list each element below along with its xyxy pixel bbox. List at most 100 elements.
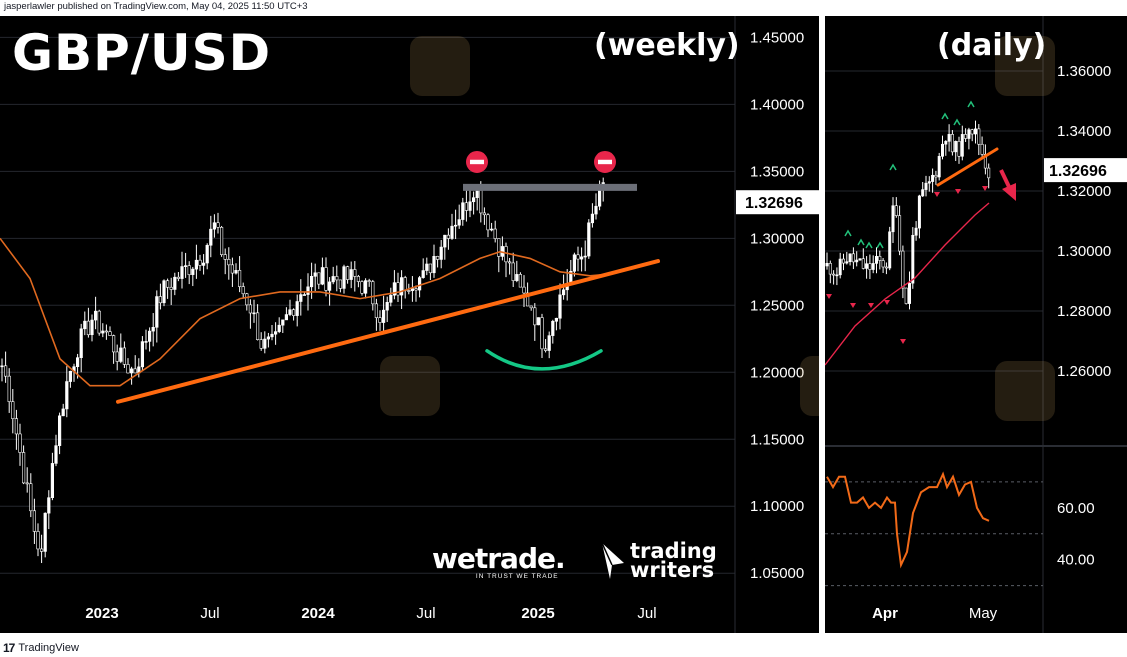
candle-body: [493, 228, 497, 239]
x-tick-label: 2024: [301, 605, 335, 622]
candle-body: [324, 267, 328, 291]
candle-body: [511, 262, 515, 281]
last-price-value: 1.32696: [745, 195, 803, 212]
candle-body: [937, 156, 941, 178]
candle-body: [198, 259, 202, 266]
candle-body: [898, 215, 902, 252]
candle-body: [894, 205, 898, 216]
candle-body: [230, 264, 235, 274]
candle-body: [130, 368, 134, 374]
candle-body: [489, 228, 494, 231]
tradingview-logo-icon: 17: [3, 641, 15, 655]
candle-body: [76, 357, 80, 367]
candle-body: [967, 129, 971, 139]
candle-body: [4, 365, 8, 377]
candle-body: [964, 134, 968, 139]
trading-writers-line2: writers: [630, 558, 715, 582]
candle-body: [396, 282, 400, 296]
candle-body: [901, 250, 905, 289]
candle-body: [212, 222, 217, 230]
candle-body: [50, 463, 54, 498]
candle-body: [479, 190, 483, 214]
candle-body: [533, 307, 537, 326]
candle-body: [173, 276, 177, 290]
candle-body: [112, 335, 116, 353]
x-tick-label: Jul: [200, 605, 219, 622]
down-signal-marker: [982, 186, 988, 191]
candle-body: [878, 256, 882, 261]
candle-body: [371, 281, 375, 305]
candle-body: [14, 418, 18, 435]
watermark-logo: [800, 356, 819, 416]
daily-chart-canvas: 1.36000 1.34000 1.32000 1.30000 1.28000 1.260…: [825, 16, 1127, 633]
candle-body: [155, 296, 159, 328]
candle-body: [828, 263, 832, 275]
candle-body: [848, 253, 852, 262]
y-tick-label: 1.45000: [750, 29, 804, 46]
weekly-chart-panel[interactable]: 1.45000 1.40000 1.35000 1.30000 1.25000 1.200…: [0, 16, 819, 633]
candle-body: [115, 351, 119, 362]
candle-body: [180, 266, 184, 279]
candle-body: [914, 227, 918, 236]
candle-body: [921, 189, 925, 197]
candle-body: [209, 228, 213, 246]
candle-body: [904, 287, 908, 304]
candle-body: [259, 339, 263, 349]
y-tick-label: 1.15000: [750, 431, 804, 448]
candle-body: [911, 234, 915, 284]
candle-body: [0, 365, 4, 368]
candle-body: [417, 277, 422, 291]
candle-body: [845, 261, 849, 264]
down-signal-marker: [826, 294, 832, 299]
candle-body: [861, 258, 865, 269]
candle-body: [309, 276, 314, 288]
candle-body: [432, 256, 436, 274]
candle-body: [241, 286, 245, 295]
candle-body: [461, 202, 465, 220]
candle-body: [389, 294, 393, 303]
moving-average-line: [825, 202, 990, 366]
candle-body: [471, 197, 476, 203]
y-tick-label: 1.32000: [1057, 183, 1111, 200]
candle-body: [245, 293, 249, 306]
candle-body: [450, 225, 454, 239]
watermark-logo: [410, 36, 470, 96]
last-price-tag: [1044, 158, 1127, 183]
candle-body: [453, 224, 458, 227]
candle-body: [987, 167, 991, 179]
x-tick-label: Apr: [872, 605, 898, 622]
candle-body: [148, 330, 152, 342]
candle-body: [11, 401, 15, 419]
candle-body: [374, 303, 379, 318]
candle-body: [841, 258, 845, 264]
y-tick-label: 1.26000: [1057, 363, 1111, 380]
candle-body: [255, 312, 260, 340]
daily-chart-panel[interactable]: 1.36000 1.34000 1.32000 1.30000 1.28000 1.260…: [825, 16, 1127, 633]
x-tick-label: Jul: [416, 605, 435, 622]
candle-body: [223, 254, 227, 260]
wetrade-name: wetrade.: [432, 542, 566, 575]
candle-body: [338, 279, 343, 289]
candle-body: [162, 280, 166, 304]
up-signal-marker: [876, 241, 884, 249]
candle-body: [194, 259, 199, 270]
candle-body: [317, 272, 321, 285]
x-tick-label: Jul: [637, 605, 656, 622]
candle-body: [353, 269, 357, 277]
candle-body: [263, 338, 267, 349]
y-tick-label: 1.20000: [750, 364, 804, 381]
candle-body: [868, 263, 872, 270]
candle-body: [381, 309, 386, 323]
candle-body: [43, 512, 47, 552]
candle-body: [356, 276, 361, 282]
candle-body: [884, 266, 888, 269]
down-signal-marker: [884, 300, 890, 305]
y-tick-label: 1.10000: [750, 498, 804, 515]
candle-body: [865, 263, 869, 269]
candle-body: [281, 319, 285, 326]
candle-body: [47, 497, 51, 514]
y-tick-label: 1.35000: [750, 163, 804, 180]
candle-body: [104, 330, 108, 333]
candle-body: [176, 276, 181, 279]
candle-body: [187, 265, 191, 275]
